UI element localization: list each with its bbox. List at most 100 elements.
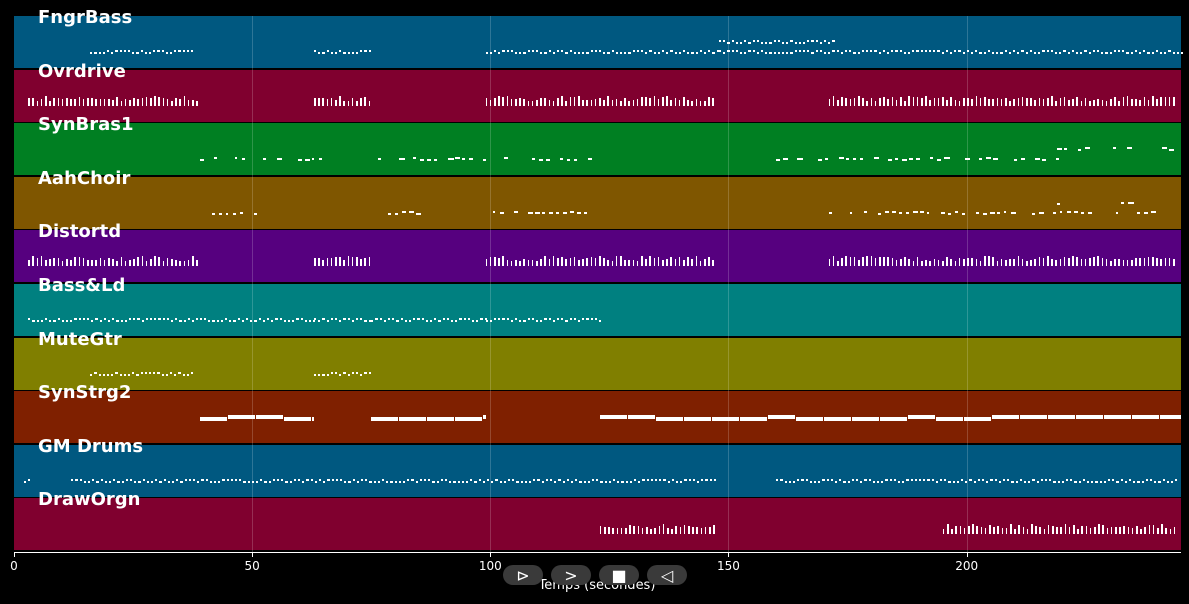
note (87, 318, 90, 320)
note (941, 52, 944, 54)
note (462, 158, 466, 161)
note (577, 52, 581, 54)
note (455, 157, 461, 160)
note (653, 95, 656, 106)
note (187, 260, 190, 267)
piano-roll-timeline[interactable]: FngrBass Ovrdrive SynBras1 AahChoir Distortd… (14, 9, 1184, 552)
note (1144, 527, 1147, 535)
note (883, 257, 885, 267)
note (781, 52, 785, 54)
note (351, 320, 355, 322)
track-fngrbass[interactable]: FngrBass (14, 9, 1184, 69)
note (1046, 256, 1049, 267)
note (179, 98, 182, 106)
note (843, 480, 846, 483)
note (339, 95, 341, 106)
note (32, 97, 35, 106)
note (1039, 527, 1042, 535)
note (830, 478, 833, 481)
note (1018, 525, 1021, 535)
note (229, 320, 232, 322)
note (967, 258, 969, 267)
note (569, 96, 572, 106)
note (1147, 99, 1150, 106)
note (1118, 100, 1120, 106)
note (947, 212, 951, 215)
note (137, 257, 140, 267)
track-gm-drums[interactable]: GM Drums (14, 437, 1181, 497)
note (182, 373, 185, 376)
note (874, 258, 877, 267)
note (1084, 97, 1087, 106)
track-distortd[interactable]: Distortd (14, 223, 1181, 283)
note (165, 373, 168, 376)
note (881, 480, 884, 483)
note (1098, 524, 1100, 535)
note (1140, 529, 1142, 535)
track-draworgn[interactable]: DrawOrgn (14, 491, 1181, 551)
note (1029, 50, 1032, 52)
track-synstrg2[interactable]: SynStrg2 (14, 384, 1181, 444)
note (590, 50, 593, 52)
note (1176, 52, 1179, 54)
note (845, 256, 847, 267)
note (532, 158, 536, 161)
note (929, 99, 931, 106)
note (1055, 100, 1057, 106)
track-ovrdrive[interactable]: Ovrdrive (14, 62, 1181, 122)
note (1074, 480, 1077, 483)
note (579, 480, 582, 483)
note (682, 96, 685, 106)
note (213, 480, 217, 483)
play-forward-button[interactable]: ⊳ (503, 565, 543, 585)
note (352, 478, 355, 481)
fast-forward-button[interactable]: > (551, 565, 591, 585)
note (625, 528, 627, 535)
note (524, 480, 527, 483)
track-synbras1[interactable]: SynBras1 (14, 116, 1181, 176)
note (556, 318, 560, 320)
note (262, 158, 267, 161)
note (991, 52, 995, 54)
note (1110, 527, 1113, 535)
note (541, 211, 546, 214)
note (908, 259, 910, 267)
note (895, 260, 898, 267)
note (864, 478, 867, 481)
note (417, 318, 420, 320)
note (1042, 98, 1045, 106)
note (115, 50, 118, 52)
track-name: Distortd (38, 221, 122, 243)
note (413, 157, 416, 160)
note (619, 52, 623, 54)
note (98, 52, 101, 54)
note (716, 50, 719, 52)
note (514, 318, 518, 320)
note (99, 258, 102, 267)
track-mutegtr[interactable]: MuteGtr (14, 330, 1181, 390)
note (703, 100, 706, 106)
rewind-button[interactable]: ◁ (647, 565, 687, 585)
note (188, 478, 191, 481)
note (916, 158, 920, 161)
track-bass-ld[interactable]: Bass&Ld (14, 277, 1181, 337)
note (489, 99, 492, 106)
note (1105, 52, 1108, 54)
stop-button[interactable]: ■ (599, 565, 639, 585)
note (1114, 259, 1116, 267)
note (360, 478, 364, 481)
note (279, 318, 282, 320)
note (982, 212, 988, 215)
note (318, 320, 321, 322)
note (112, 99, 114, 106)
note (828, 211, 832, 214)
note (577, 260, 580, 267)
note (167, 480, 170, 483)
note (731, 40, 734, 42)
note (1010, 524, 1012, 535)
note (61, 261, 64, 267)
note (615, 98, 618, 106)
track-name: Ovrdrive (38, 60, 126, 82)
note (713, 525, 715, 535)
track-aahchoir[interactable]: AahChoir (14, 169, 1181, 229)
